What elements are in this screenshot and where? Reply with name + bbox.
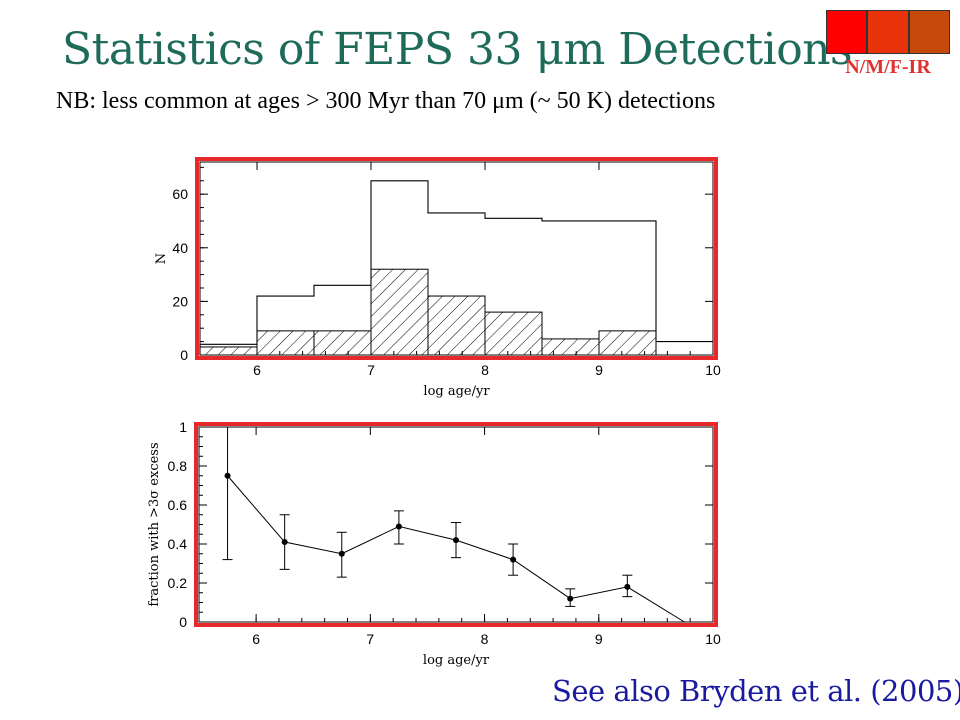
y-axis-label: fraction with >3σ excess xyxy=(147,442,162,606)
y-tick-label: 60 xyxy=(172,186,188,202)
hatched-bar xyxy=(199,346,258,356)
footer-reference: See also Bryden et al. (2005) xyxy=(552,674,960,708)
badge-label: N/M/F-IR xyxy=(845,56,931,78)
histogram-highlight-frame xyxy=(195,157,718,360)
x-tick-label: 9 xyxy=(595,362,603,378)
y-tick-label: 0.6 xyxy=(168,497,188,513)
y-tick-label: 0 xyxy=(179,614,187,630)
fraction-chart: 6 7 8 9 10 0 0.2 0.4 0.6 0.8 1 log age/yr fraction w… xyxy=(147,419,721,668)
data-point xyxy=(624,583,631,590)
data-point xyxy=(453,537,459,544)
data-point xyxy=(567,595,574,602)
y-tick-label: 1 xyxy=(179,419,187,435)
hatched-bar xyxy=(541,338,600,356)
x-tick-label: 9 xyxy=(595,631,603,647)
hatched-bar xyxy=(256,330,315,356)
hatched-bar xyxy=(427,295,486,356)
y-tick-label: 20 xyxy=(172,293,188,309)
x-tick-label: 10 xyxy=(705,631,721,647)
hatched-bar xyxy=(484,311,543,356)
y-tick-label: 0.8 xyxy=(168,458,188,474)
y-tick-label: 0.2 xyxy=(168,575,188,591)
histogram-chart: 6 7 8 9 10 0 20 40 60 log age/yr N xyxy=(154,157,721,399)
y-tick-label: 0.4 xyxy=(168,536,188,552)
data-point xyxy=(338,550,345,557)
x-axis-label: log age/yr xyxy=(423,384,490,399)
open-histogram-outline xyxy=(199,180,713,355)
slide-title: Statistics of FEPS 33 μm Detections xyxy=(62,24,853,75)
slide-subtitle: NB: less common at ages > 300 Myr than 7… xyxy=(56,88,716,114)
x-tick-label: 8 xyxy=(481,631,489,647)
y-tick-label: 0 xyxy=(180,347,188,363)
x-tick-label: 6 xyxy=(252,631,260,647)
data-point xyxy=(510,556,517,563)
fraction-highlight-frame xyxy=(194,422,718,627)
badge-box-mid xyxy=(867,10,909,54)
hatched-bar xyxy=(313,330,372,356)
data-point xyxy=(281,539,288,546)
wavelength-badge: N/M/F-IR xyxy=(826,10,950,79)
data-point xyxy=(224,472,231,479)
badge-box-far xyxy=(908,10,950,54)
hatched-bar xyxy=(370,268,429,356)
x-tick-label: 8 xyxy=(481,362,489,378)
histogram-axes-box xyxy=(199,161,714,356)
y-axis-label: N xyxy=(154,253,169,264)
badge-color-boxes xyxy=(826,10,950,54)
y-tick-label: 40 xyxy=(172,240,188,256)
x-axis-label: log age/yr xyxy=(423,653,490,668)
x-tick-label: 7 xyxy=(367,362,375,378)
x-tick-label: 10 xyxy=(705,362,721,378)
x-tick-label: 6 xyxy=(253,362,261,378)
hatched-bar xyxy=(598,330,657,356)
x-tick-label: 7 xyxy=(366,631,374,647)
data-point xyxy=(395,523,402,530)
badge-box-near xyxy=(826,10,868,54)
